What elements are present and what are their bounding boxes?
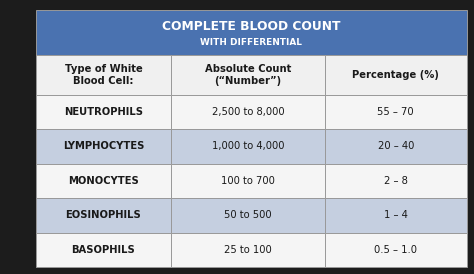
Bar	[36, 233, 172, 267]
Bar	[325, 233, 467, 267]
Bar	[36, 129, 172, 164]
Bar	[172, 164, 325, 198]
Text: 55 – 70: 55 – 70	[377, 107, 414, 117]
Bar	[325, 55, 467, 95]
Bar	[36, 10, 467, 55]
Bar	[36, 95, 172, 129]
Bar	[172, 233, 325, 267]
Bar	[172, 55, 325, 95]
Bar	[36, 164, 172, 198]
Text: Absolute Count
(“Number”): Absolute Count (“Number”)	[205, 64, 291, 85]
Text: 20 – 40: 20 – 40	[377, 141, 414, 151]
Bar	[325, 164, 467, 198]
Bar	[36, 55, 172, 95]
Text: 25 to 100: 25 to 100	[224, 245, 272, 255]
Text: 50 to 500: 50 to 500	[224, 210, 272, 220]
Bar	[172, 95, 325, 129]
Text: 1,000 to 4,000: 1,000 to 4,000	[212, 141, 284, 151]
Text: LYMPHOCYTES: LYMPHOCYTES	[63, 141, 144, 151]
Text: WITH DIFFERENTIAL: WITH DIFFERENTIAL	[201, 38, 302, 47]
Bar	[36, 198, 172, 233]
Text: 2 – 8: 2 – 8	[384, 176, 408, 186]
Text: 2,500 to 8,000: 2,500 to 8,000	[212, 107, 284, 117]
Bar	[325, 95, 467, 129]
Text: Type of White
Blood Cell:: Type of White Blood Cell:	[64, 64, 142, 85]
Text: COMPLETE BLOOD COUNT: COMPLETE BLOOD COUNT	[162, 20, 340, 33]
Text: BASOPHILS: BASOPHILS	[72, 245, 136, 255]
Text: Percentage (%): Percentage (%)	[352, 70, 439, 80]
Bar	[325, 198, 467, 233]
Bar	[172, 198, 325, 233]
Text: 0.5 – 1.0: 0.5 – 1.0	[374, 245, 417, 255]
Text: 100 to 700: 100 to 700	[221, 176, 275, 186]
Text: EOSINOPHILS: EOSINOPHILS	[65, 210, 141, 220]
Bar	[172, 129, 325, 164]
Text: 1 – 4: 1 – 4	[384, 210, 408, 220]
Text: NEUTROPHILS: NEUTROPHILS	[64, 107, 143, 117]
Text: MONOCYTES: MONOCYTES	[68, 176, 139, 186]
Bar	[325, 129, 467, 164]
